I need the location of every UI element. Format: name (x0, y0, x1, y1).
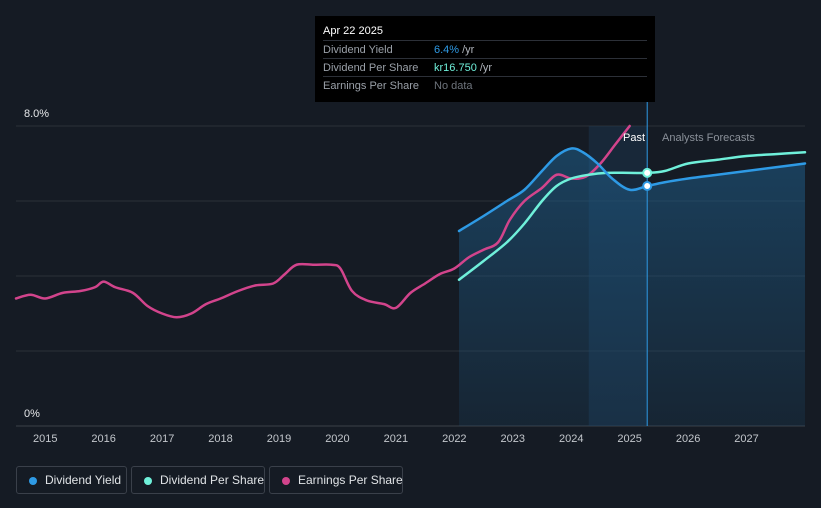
tooltip-value: kr16.750/yr (434, 62, 493, 74)
dividend-per-share-marker (642, 167, 653, 178)
y-axis-max-label: 8.0% (24, 108, 50, 120)
past-label: Past (623, 132, 646, 144)
legend-dot-icon (144, 477, 152, 485)
tooltip-row-dividend-yield: Dividend Yield 6.4%/yr (323, 40, 647, 59)
legend-label: Dividend Yield (45, 473, 122, 487)
chart-tooltip: Apr 22 2025 Dividend Yield 6.4%/yr Divid… (315, 16, 655, 102)
earnings-per-share-line (14, 124, 631, 319)
x-axis-tick-label: 2026 (675, 433, 701, 445)
dividend-yield-area (459, 148, 805, 427)
y-axis-min-label: 0% (24, 408, 40, 420)
x-axis-tick-label: 2019 (266, 433, 292, 445)
x-axis-tick-label: 2015 (32, 433, 58, 445)
tooltip-value: 6.4%/yr (434, 44, 475, 56)
legend-item-dividend-yield[interactable]: Dividend Yield (16, 466, 127, 494)
legend-item-dividend-per-share[interactable]: Dividend Per Share (131, 466, 265, 494)
tooltip-label: Earnings Per Share (323, 80, 419, 92)
tooltip-label: Dividend Per Share (323, 62, 419, 74)
x-axis-tick-label: 2025 (617, 433, 642, 445)
legend-item-earnings-per-share[interactable]: Earnings Per Share (269, 466, 403, 494)
forecast-label: Analysts Forecasts (662, 132, 755, 144)
x-axis-tick-label: 2022 (442, 433, 467, 445)
x-axis-tick-label: 2018 (208, 433, 233, 445)
dividend-yield-line (457, 147, 807, 233)
tooltip-date: Apr 22 2025 (323, 25, 383, 37)
legend-dot-icon (282, 477, 290, 485)
legend-label: Dividend Per Share (160, 473, 265, 487)
x-axis-tick-label: 2024 (558, 433, 584, 445)
x-axis-tick-label: 2020 (325, 433, 350, 445)
x-axis-tick-label: 2017 (149, 433, 175, 445)
tooltip-row-dividend-per-share: Dividend Per Share kr16.750/yr (323, 58, 647, 77)
x-axis-tick-label: 2023 (500, 433, 525, 445)
tooltip-row-earnings-per-share: Earnings Per Share No data (323, 76, 647, 95)
legend-dot-icon (29, 477, 37, 485)
x-axis-tick-label: 2021 (383, 433, 409, 445)
dividend-yield-marker (642, 181, 653, 191)
x-axis-tick-label: 2027 (734, 433, 759, 445)
legend-label: Earnings Per Share (298, 473, 403, 487)
x-axis-tick-label: 2016 (91, 433, 116, 445)
tooltip-label: Dividend Yield (323, 44, 393, 56)
tooltip-value: No data (434, 80, 473, 92)
